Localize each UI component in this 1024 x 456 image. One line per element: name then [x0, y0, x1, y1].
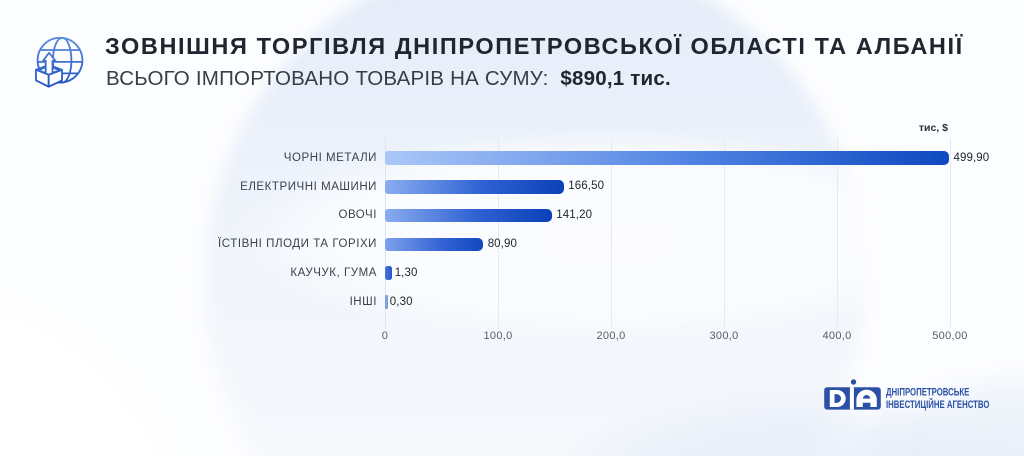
svg-text:ІНВЕСТИЦІЙНЕ АГЕНСТВО: ІНВЕСТИЦІЙНЕ АГЕНСТВО	[886, 397, 989, 411]
svg-text:ДНІПРОПЕТРОВСЬКЕ: ДНІПРОПЕТРОВСЬКЕ	[886, 386, 969, 399]
